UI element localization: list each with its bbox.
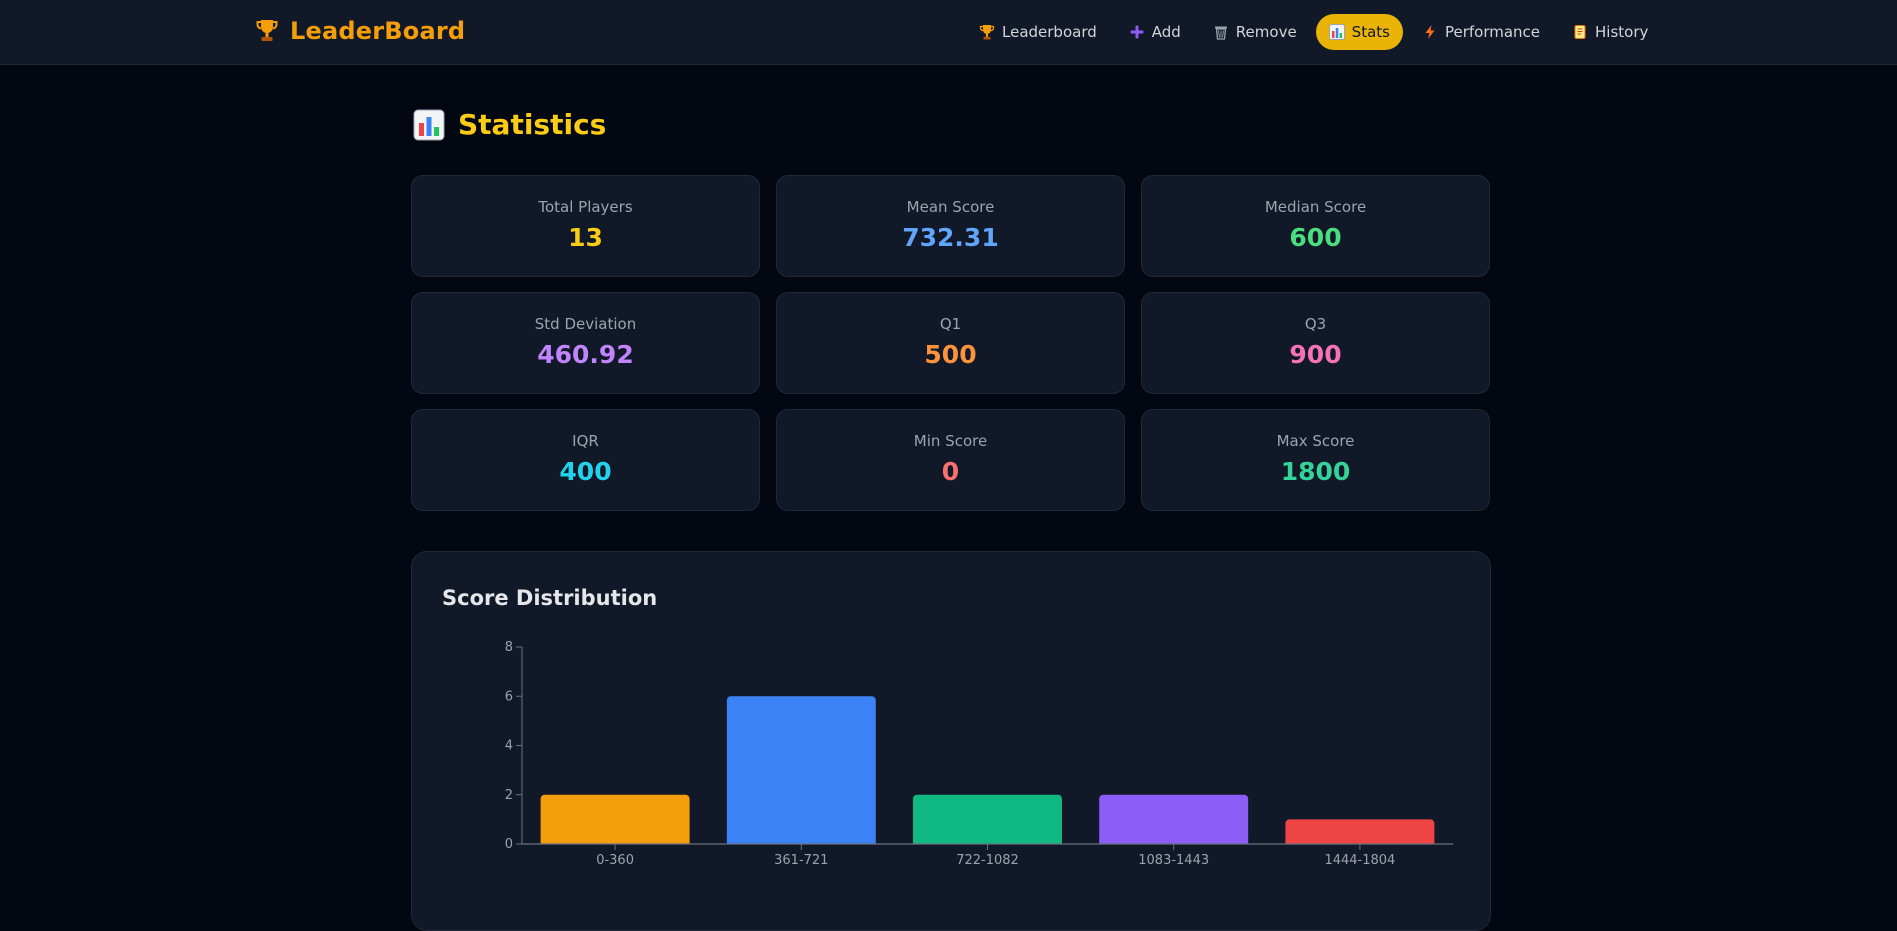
stat-label: Mean Score — [906, 198, 995, 216]
nav-item-label: Remove — [1235, 23, 1297, 41]
nav-item-label: Stats — [1351, 23, 1390, 41]
stat-value: 732.31 — [902, 223, 999, 252]
x-tick-label: 0-360 — [596, 853, 634, 868]
nav-item-remove[interactable]: Remove — [1200, 14, 1310, 50]
stats-grid: Total Players 13 Mean Score 732.31 Media… — [411, 175, 1491, 511]
stat-value: 500 — [924, 340, 977, 369]
trash-icon — [1214, 26, 1227, 40]
trophy-icon — [979, 25, 995, 40]
nav-item-stats[interactable]: Stats — [1315, 14, 1403, 50]
stat-value: 460.92 — [537, 340, 634, 369]
stat-label: Total Players — [538, 198, 633, 216]
nav-item-performance[interactable]: Performance — [1409, 14, 1553, 50]
stat-value: 0 — [941, 457, 960, 486]
bar-base — [726, 839, 876, 844]
x-tick-label: 1444-1804 — [1324, 853, 1395, 868]
bar — [1099, 794, 1249, 844]
stat-label: Min Score — [913, 432, 988, 450]
score-distribution-card: Score Distribution 0 2 4 6 8 0-360 361-721 722-… — [411, 551, 1491, 931]
stat-card-total-players: Total Players 13 — [411, 175, 760, 277]
stat-card-std-deviation: Std Deviation 460.92 — [411, 292, 760, 394]
bar-base — [913, 839, 1062, 844]
bar-base — [540, 839, 690, 844]
bar-chart-icon — [1328, 24, 1345, 40]
bar — [540, 794, 690, 844]
stat-value: 600 — [1289, 223, 1342, 252]
page-header: Statistics — [413, 108, 606, 141]
stat-card-max-score: Max Score 1800 — [1141, 409, 1490, 511]
stat-value: 1800 — [1280, 457, 1351, 486]
trophy-icon — [256, 20, 278, 41]
bar-chart-icon — [413, 109, 445, 140]
y-tick-label: 0 — [505, 837, 513, 852]
score-distribution-chart: 0 2 4 6 8 0-360 361-721 722-1082 1083-1443 1444-1… — [505, 640, 1453, 868]
bar — [913, 794, 1062, 844]
plus-icon — [1130, 25, 1144, 39]
stat-label: Max Score — [1276, 432, 1355, 450]
stat-value: 13 — [568, 223, 603, 252]
bar-base — [1285, 839, 1435, 844]
nav-item-label: Leaderboard — [1002, 23, 1097, 41]
bar — [726, 696, 876, 844]
y-tick-label: 6 — [505, 689, 513, 704]
stat-label: Median Score — [1264, 198, 1367, 216]
y-tick-label: 2 — [505, 788, 513, 803]
stat-value: 400 — [559, 457, 612, 486]
lightning-icon — [1425, 25, 1435, 39]
x-tick-label: 722-1082 — [956, 853, 1019, 868]
nav-item-history[interactable]: History — [1559, 14, 1661, 50]
brand-title: LeaderBoard — [290, 17, 466, 45]
nav-item-leaderboard[interactable]: Leaderboard — [966, 14, 1110, 50]
stat-card-q3: Q3 900 — [1141, 292, 1490, 394]
bar — [1285, 819, 1435, 844]
main-nav: Leaderboard Add Remove Stats — [966, 14, 1661, 50]
bar-base — [1099, 839, 1249, 844]
nav-item-label: Performance — [1444, 23, 1541, 41]
stat-label: Q3 — [1304, 315, 1327, 333]
x-tick-label: 1083-1443 — [1138, 853, 1209, 868]
stat-card-min-score: Min Score 0 — [776, 409, 1125, 511]
brand[interactable]: LeaderBoard — [256, 17, 465, 45]
nav-item-label: History — [1595, 23, 1649, 41]
page-title: Statistics — [458, 108, 607, 141]
stat-label: Q1 — [939, 315, 962, 333]
x-tick-label: 361-721 — [774, 853, 828, 868]
scroll-icon — [1574, 25, 1586, 39]
stat-value: 900 — [1289, 340, 1342, 369]
top-navigation-bar: LeaderBoard Leaderboard Add — [0, 0, 1897, 65]
stat-card-median-score: Median Score 600 — [1141, 175, 1490, 277]
chart-title: Score Distribution — [442, 586, 658, 610]
nav-item-label: Add — [1151, 23, 1181, 41]
y-tick-label: 8 — [505, 640, 513, 655]
nav-item-add[interactable]: Add — [1116, 14, 1194, 50]
stat-card-q1: Q1 500 — [776, 292, 1125, 394]
stat-label: IQR — [572, 432, 599, 450]
stat-label: Std Deviation — [534, 315, 637, 333]
stat-card-iqr: IQR 400 — [411, 409, 760, 511]
stat-card-mean-score: Mean Score 732.31 — [776, 175, 1125, 277]
y-tick-label: 4 — [505, 739, 513, 754]
